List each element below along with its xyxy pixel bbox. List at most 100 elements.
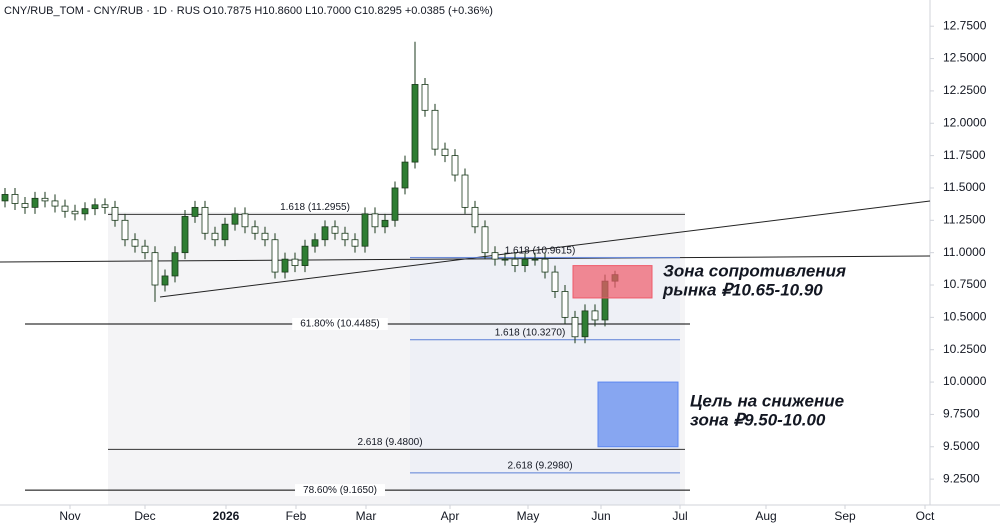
candle-body bbox=[51, 200, 59, 207]
level-label: 1.618 (10.3270) bbox=[495, 327, 566, 338]
trend-line bbox=[159, 200, 931, 298]
candle-body bbox=[331, 226, 339, 234]
level-label: 1.618 (11.2955) bbox=[280, 202, 350, 213]
candle-body bbox=[81, 208, 89, 215]
candle-body bbox=[151, 252, 159, 286]
candle-body bbox=[381, 219, 389, 228]
annotation: Зона сопротивления bbox=[663, 261, 846, 280]
x-tick-label: 2026 bbox=[213, 509, 240, 523]
candle-body bbox=[201, 206, 209, 234]
candle-body bbox=[421, 84, 429, 111]
level-label: 1.618 (10.9615) bbox=[505, 245, 576, 256]
x-tick-label: Nov bbox=[59, 509, 80, 523]
y-tick-label: 12.7500 bbox=[943, 18, 987, 32]
candle-body bbox=[111, 206, 119, 221]
candle-body bbox=[401, 161, 409, 189]
candle-body bbox=[211, 232, 219, 241]
candle-body bbox=[491, 252, 499, 260]
label-bg bbox=[295, 484, 385, 497]
candle-body bbox=[551, 271, 559, 292]
y-tick-label: 12.2500 bbox=[943, 83, 987, 97]
candle-body bbox=[371, 213, 379, 228]
candle-body bbox=[241, 213, 249, 228]
level-label: 61.80% (10.4485) bbox=[300, 319, 380, 330]
candle-body bbox=[351, 239, 359, 247]
y-tick-label: 12.5000 bbox=[943, 51, 987, 65]
candle-body bbox=[221, 223, 229, 241]
x-tick-label: Dec bbox=[134, 509, 155, 523]
candle-body bbox=[441, 148, 449, 157]
candle-body bbox=[101, 204, 109, 208]
y-tick-label: 11.2500 bbox=[943, 212, 986, 226]
annotation: рынка ₽10.65-10.90 bbox=[662, 280, 823, 299]
annotation: зона ₽9.50-10.00 bbox=[690, 410, 826, 429]
candle-body bbox=[311, 239, 319, 247]
x-tick-label: Oct bbox=[916, 509, 935, 523]
candle-body bbox=[1, 194, 9, 202]
y-tick-label: 10.7500 bbox=[943, 277, 987, 291]
candle-body bbox=[461, 174, 469, 208]
candle-body bbox=[11, 194, 19, 204]
candle-body bbox=[321, 226, 329, 241]
candle-body bbox=[571, 316, 579, 338]
zone-box bbox=[572, 265, 653, 299]
candle-body bbox=[121, 219, 129, 241]
chart-title: CNY/RUB_TOM - CNY/RUB · 1D · RUS O10.787… bbox=[4, 5, 493, 17]
x-tick-label: Sep bbox=[834, 509, 856, 523]
label-bg bbox=[292, 318, 388, 331]
candle-body bbox=[41, 197, 49, 202]
candle-body bbox=[591, 310, 599, 321]
y-tick-label: 11.7500 bbox=[943, 148, 986, 162]
y-tick-label: 9.7500 bbox=[943, 407, 980, 421]
candle-body bbox=[581, 310, 589, 338]
y-tick-label: 11.0000 bbox=[943, 245, 986, 259]
candle-body bbox=[501, 258, 509, 261]
candle-body bbox=[61, 205, 69, 212]
candle-body bbox=[471, 206, 479, 228]
candle-body bbox=[411, 84, 419, 163]
y-tick-label: 10.5000 bbox=[943, 310, 987, 324]
candle-body bbox=[71, 210, 79, 215]
candle-body bbox=[431, 109, 439, 150]
x-tick-label: Aug bbox=[755, 509, 776, 523]
x-tick-label: May bbox=[517, 509, 540, 523]
x-tick-label: Mar bbox=[356, 509, 377, 523]
x-tick-label: Apr bbox=[441, 509, 460, 523]
candle-body bbox=[481, 226, 489, 254]
level-label: 2.618 (9.4800) bbox=[357, 437, 422, 448]
candle-body bbox=[261, 232, 269, 241]
y-tick-label: 9.5000 bbox=[943, 439, 980, 453]
y-tick-label: 11.5000 bbox=[943, 180, 986, 194]
y-tick-label: 10.2500 bbox=[943, 342, 987, 356]
level-label: 2.618 (9.2980) bbox=[507, 461, 572, 472]
candle-body bbox=[291, 258, 299, 267]
y-tick-label: 12.0000 bbox=[943, 115, 987, 129]
candle-body bbox=[341, 232, 349, 241]
y-tick-label: 9.2500 bbox=[943, 471, 980, 485]
x-tick-label: Feb bbox=[286, 509, 307, 523]
candle-body bbox=[131, 239, 139, 247]
candle-body bbox=[171, 252, 179, 277]
candle-body bbox=[451, 155, 459, 176]
candle-body bbox=[21, 203, 29, 208]
candle-body bbox=[511, 258, 519, 267]
candle-body bbox=[191, 206, 199, 217]
candle-body bbox=[541, 258, 549, 273]
candle-body bbox=[561, 291, 569, 318]
zone-box bbox=[597, 381, 679, 448]
candle-body bbox=[361, 213, 369, 247]
y-tick-label: 10.0000 bbox=[943, 374, 987, 388]
candle-body bbox=[521, 258, 529, 267]
candle-body bbox=[301, 245, 309, 267]
candle-body bbox=[141, 245, 149, 254]
candle-body bbox=[391, 187, 399, 221]
candle-body bbox=[181, 216, 189, 254]
x-tick-label: Jul bbox=[672, 509, 687, 523]
candle-body bbox=[31, 197, 39, 208]
candle-body bbox=[281, 258, 289, 273]
candle-body bbox=[161, 275, 169, 286]
annotation: Цель на снижение bbox=[690, 391, 844, 410]
candle-body bbox=[251, 226, 259, 234]
level-label: 78.60% (9.1650) bbox=[303, 485, 377, 496]
